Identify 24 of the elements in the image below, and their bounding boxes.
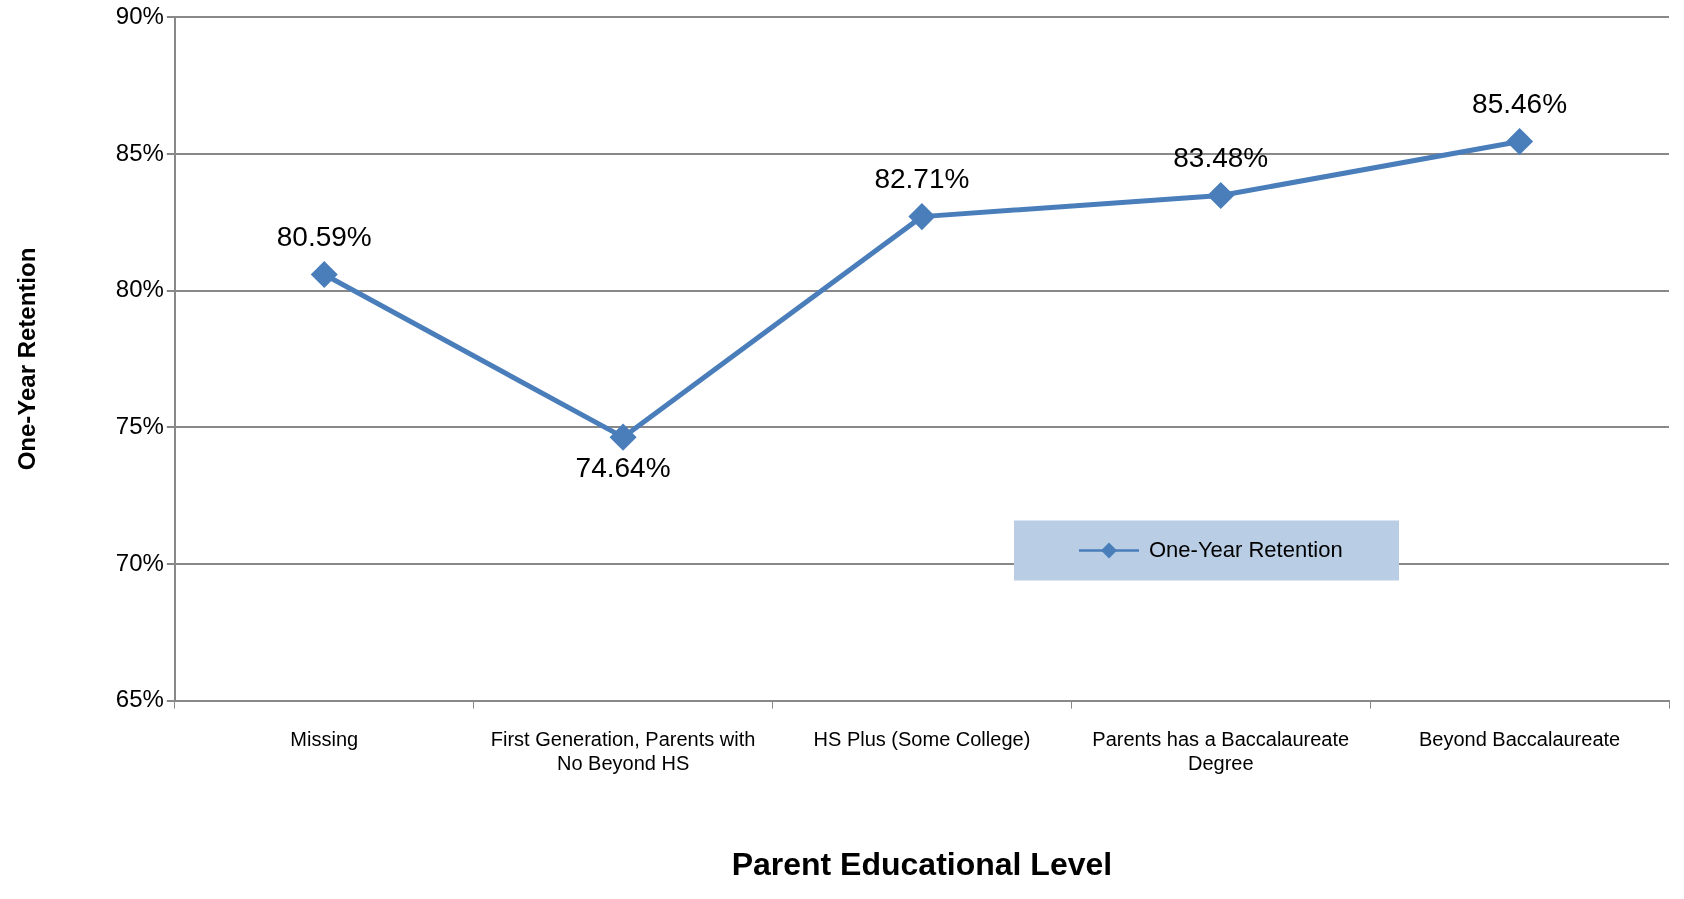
point: [1208, 183, 1234, 209]
y-tick-label: 85%: [115, 138, 164, 166]
x-tick-label: Beyond Baccalaureate: [1418, 728, 1621, 751]
y-tick-label: 70%: [115, 548, 164, 576]
x-tick-label: Missing: [290, 728, 359, 751]
x-axis-title: Parent Educational Level: [731, 845, 1113, 882]
y-tick-label: 80%: [115, 275, 164, 303]
data-label: 74.64%: [575, 451, 671, 483]
y-axis-title: One-Year Retention: [13, 247, 41, 471]
y-tick-label: 75%: [115, 411, 164, 439]
point: [1507, 128, 1533, 154]
data-label: 83.48%: [1173, 142, 1269, 174]
data-label: 85.46%: [1472, 88, 1568, 120]
x-tick-label: Parents has a Baccalaureate Degree: [1092, 728, 1350, 775]
y-tick-label: 65%: [115, 685, 164, 713]
legend-label: One-Year Retention: [1149, 536, 1343, 562]
y-tick-label: 90%: [115, 2, 164, 30]
data-label: 80.59%: [276, 221, 372, 253]
point: [909, 204, 935, 230]
point: [311, 262, 337, 288]
x-tick-label: First Generation, Parents with No Beyond HS: [490, 728, 756, 775]
x-tick-label: HS Plus (Some College): [813, 728, 1031, 751]
point: [610, 424, 636, 450]
data-label: 82.71%: [874, 163, 970, 195]
